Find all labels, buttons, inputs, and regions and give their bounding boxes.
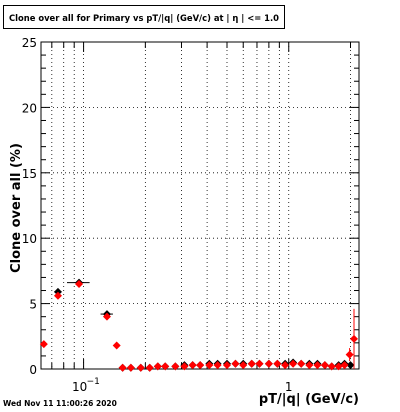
y-tick-label: 15 <box>22 167 37 181</box>
data-point <box>345 350 354 359</box>
y-axis-label: Clone over all (%) <box>9 143 24 273</box>
data-point <box>334 362 343 371</box>
data-point <box>313 361 322 370</box>
data-point <box>213 361 222 370</box>
data-point <box>273 359 282 368</box>
data-point <box>53 291 62 300</box>
y-tick-label: 10 <box>22 232 37 246</box>
data-point <box>247 359 256 368</box>
timestamp-footer: Wed Nov 11 11:00:26 2020 <box>3 399 117 408</box>
y-tick-label: 5 <box>29 298 37 312</box>
data-point <box>196 361 205 370</box>
data-point <box>126 363 135 372</box>
data-point <box>153 362 162 371</box>
x-axis-label: pT/|q| (GeV/c) <box>259 392 359 407</box>
data-point <box>136 363 145 372</box>
data-point <box>346 361 355 370</box>
data-point <box>340 361 349 370</box>
x-tick-label: 10 <box>72 380 87 394</box>
data-point <box>231 359 240 368</box>
data-point <box>350 334 359 343</box>
data-point <box>161 362 170 371</box>
y-tick-label: 0 <box>29 363 37 377</box>
data-point <box>75 279 84 288</box>
data-point <box>305 361 314 370</box>
data-point <box>222 361 231 370</box>
data-point <box>327 362 336 371</box>
data-point <box>297 359 306 368</box>
y-tick-label: 25 <box>22 36 37 50</box>
data-point <box>188 361 197 370</box>
data-point <box>171 362 180 371</box>
x-tick-label: 1 <box>285 380 293 394</box>
data-point <box>102 312 111 321</box>
chart-title: Clone over all for Primary vs pT/|q| (Ge… <box>9 13 280 23</box>
data-point <box>39 340 48 349</box>
data-point <box>118 363 127 372</box>
data-point <box>180 362 189 371</box>
plot-frame <box>40 41 360 370</box>
data-markers <box>39 278 359 372</box>
data-point <box>281 361 290 370</box>
chart-title-box: Clone over all for Primary vs pT/|q| (Ge… <box>3 5 285 29</box>
data-point <box>205 361 214 370</box>
data-point <box>112 341 121 350</box>
data-point <box>264 359 273 368</box>
data-point <box>255 359 264 368</box>
data-point <box>145 363 154 372</box>
data-point <box>239 361 248 370</box>
grid-lines <box>41 42 359 369</box>
data-point <box>289 359 298 368</box>
y-tick-label: 20 <box>22 101 37 115</box>
x-tick-label-exponent: −1 <box>87 377 100 387</box>
data-point <box>320 361 329 370</box>
